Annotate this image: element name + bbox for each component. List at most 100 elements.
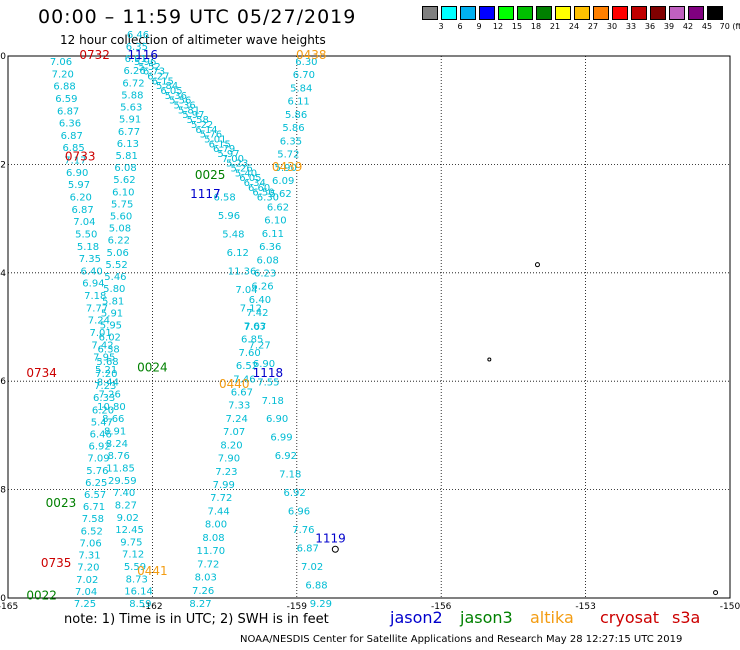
swh-value: 7.04 — [73, 217, 95, 228]
axis-ticks: -165 -162 -159 -156 -153 -150 0 -2 -4 -6 -8 -10 — [0, 52, 740, 612]
swh-value: 5.96 — [134, 57, 156, 68]
legend-tick-label: 27 — [587, 22, 599, 31]
swh-value: 5.88 — [121, 90, 143, 101]
swh-value: 11.85 — [106, 464, 135, 475]
swh-value: 5.84 — [156, 81, 178, 92]
swh-value: 8.24 — [106, 439, 128, 450]
swh-value: 6.50 — [252, 188, 274, 199]
swh-value: 7.42 — [91, 340, 113, 351]
swh-value: 5.52 — [138, 62, 160, 73]
legend-swatch — [612, 6, 628, 20]
island-shape — [331, 545, 339, 553]
swh-value: 6.08 — [114, 163, 136, 174]
pass-time-label: 1116 — [127, 48, 158, 62]
swh-value: 7.95 — [93, 353, 115, 364]
swh-value: 6.40 — [249, 295, 271, 306]
island-shape — [534, 262, 540, 268]
swh-value: 5.01 — [204, 134, 226, 145]
grid-lines — [8, 56, 730, 598]
swh-value: 5.76 — [86, 466, 108, 477]
swh-value: 6.79 — [213, 144, 235, 155]
swh-value: 8.27 — [189, 599, 211, 610]
x-tick-label: -153 — [575, 602, 595, 612]
legend-tick-label: 12 — [492, 22, 504, 31]
swh-value: 5.90 — [275, 163, 297, 174]
swh-value: 5.58 — [187, 115, 209, 126]
swh-value: 5.21 — [95, 365, 117, 376]
pass-time-label: 0735 — [41, 556, 72, 570]
swh-value: 7.09 — [87, 454, 109, 465]
pass-time-label: 0438 — [296, 48, 327, 62]
swh-value: 5.06 — [107, 248, 129, 259]
swh-value: 6.52 — [81, 526, 103, 537]
swh-value: 5.40 — [235, 168, 257, 179]
swh-value: 6.05 — [239, 173, 261, 184]
swh-value: 6.87 — [71, 205, 93, 216]
swh-value: 6.35 — [126, 42, 148, 53]
swh-value: 6.26 — [123, 66, 145, 77]
swh-value: 5.47 — [91, 417, 113, 428]
swh-value: 7.02 — [301, 562, 323, 573]
swh-value: 6.92 — [89, 442, 111, 453]
y-tick-label: -6 — [0, 377, 6, 387]
legend-swatch — [555, 6, 571, 20]
legend-tick-label: 21 — [549, 22, 561, 31]
swh-value: 5.91 — [101, 308, 123, 319]
satellite-legend-altika: altika — [530, 608, 574, 627]
swh-value: 6.10 — [264, 216, 286, 227]
pass-time-label: 1117 — [190, 187, 221, 201]
page-subtitle: 12 hour collection of altimeter wave hei… — [60, 33, 326, 47]
swh-value: 6.52 — [236, 361, 258, 372]
swh-value: 6.96 — [288, 507, 310, 518]
swh-value: 7.12 — [122, 550, 144, 561]
swh-value: 16.14 — [124, 587, 153, 598]
swh-value: 6.34 — [244, 178, 266, 189]
island-shape — [487, 357, 492, 362]
legend-swatch — [422, 6, 438, 20]
swh-value: 6.70 — [293, 70, 315, 81]
swh-value: 7.33 — [228, 401, 250, 412]
swh-value: 9.02 — [117, 513, 139, 524]
swh-value: 5.08 — [109, 224, 131, 235]
swh-value: 6.38 — [98, 345, 120, 356]
swh-value: 5.26 — [230, 163, 252, 174]
swh-value: 6.10 — [112, 187, 134, 198]
swh-value: 7.02 — [76, 575, 98, 586]
pass-time-label: 0439 — [272, 160, 303, 174]
satellite-legend-cryosat: cryosat — [600, 608, 660, 627]
pass-time-label: 0022 — [26, 588, 57, 602]
swh-value: 7.31 — [78, 551, 100, 562]
legend-tick-label: 33 — [625, 22, 637, 31]
swh-value: 9.29 — [310, 599, 332, 610]
swh-value: 6.40 — [80, 266, 102, 277]
swh-value: 6.14 — [195, 125, 217, 136]
swh-value: 5.96 — [218, 211, 240, 222]
swh-value: 5.97 — [182, 110, 204, 121]
swh-value: 7.90 — [218, 454, 240, 465]
swh-value: 7.26 — [99, 390, 121, 401]
swh-value: 6.73 — [143, 67, 165, 78]
legend-tick-label: 15 — [511, 22, 523, 31]
pass-time-label: 0441 — [137, 564, 168, 578]
legend-tick-label: 24 — [568, 22, 580, 31]
track-jason2-1116: 5.965.526.736.276.155.846.055.365.565.36… — [134, 57, 279, 204]
legend-swatch — [650, 6, 666, 20]
pass-time-label: 0025 — [195, 168, 226, 182]
y-tick-label: 0 — [0, 52, 6, 62]
swh-value: 6.09 — [272, 176, 294, 187]
swh-value: 7.06 — [50, 57, 72, 68]
legend-tick-label: 6 — [457, 22, 463, 31]
swh-value: 5.36 — [165, 91, 187, 102]
swh-value: 7.26 — [192, 586, 214, 597]
swh-value: 6.35 — [280, 136, 302, 147]
swh-value: 5.80 — [103, 284, 125, 295]
swh-value: 6.05 — [160, 86, 182, 97]
swh-value: 7.42 — [246, 308, 268, 319]
swh-value: 6.27 — [147, 72, 169, 83]
swh-value: 5.81 — [116, 151, 138, 162]
legend-tick-label: 39 — [663, 22, 675, 31]
swh-value: 7.60 — [238, 348, 260, 359]
swh-value: 10.80 — [97, 402, 126, 413]
swh-value: 5.52 — [105, 260, 127, 271]
